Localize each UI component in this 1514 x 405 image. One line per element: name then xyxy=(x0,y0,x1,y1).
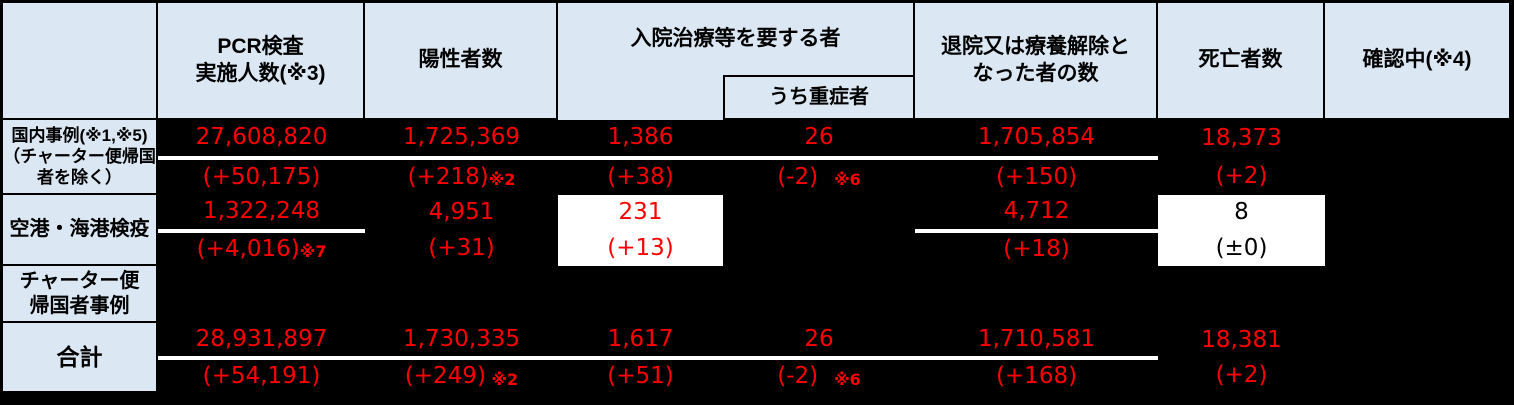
row-label-domestic: 国内事例(※1,※5) （チャーター便帰国 者を除く） xyxy=(3,120,158,195)
value xyxy=(723,266,915,295)
delta: (+18) xyxy=(1003,235,1070,262)
delta: (+51) xyxy=(607,363,674,389)
footnote-mark: ※6 xyxy=(818,369,861,389)
value: 27,608,820 xyxy=(158,120,365,160)
cell-charter-pcr xyxy=(158,266,365,323)
cell-quarantine-positives: 4,951 (+31) xyxy=(365,195,558,266)
cell-quarantine-discharged: 4,712 (+18) xyxy=(915,195,1158,266)
value xyxy=(915,266,1158,295)
value: 1,710,581 xyxy=(915,323,1158,360)
value xyxy=(1325,323,1511,358)
cell-charter-positives xyxy=(365,266,558,323)
delta: (+218) xyxy=(407,163,489,190)
cell-total-confirming xyxy=(1325,323,1511,393)
delta: (+50,175) xyxy=(202,163,321,190)
value: 26 xyxy=(723,323,915,360)
cell-charter-hospitalized xyxy=(558,266,723,323)
delta: (+31) xyxy=(428,234,495,261)
value: 26 xyxy=(723,120,915,160)
value: 1,725,369 xyxy=(365,120,558,160)
cell-charter-deaths xyxy=(1158,266,1325,323)
cell-domestic-positives: 1,725,369 (+218) ※2 xyxy=(365,120,558,195)
delta: (+150) xyxy=(995,163,1078,190)
delta: (+38) xyxy=(607,163,674,190)
value: 18,373 xyxy=(1201,125,1282,152)
delta: (+4,016) xyxy=(196,235,300,262)
value: 8 xyxy=(1234,199,1249,226)
value xyxy=(1325,195,1511,231)
delta: (+13) xyxy=(607,234,674,261)
cell-charter-confirming xyxy=(1325,266,1511,323)
delta: (-2) xyxy=(777,363,819,389)
cell-domestic-deaths: 18,373 (+2) xyxy=(1158,120,1325,195)
value: 1,617 xyxy=(558,323,723,360)
value xyxy=(1325,120,1511,158)
cell-domestic-severe: 26 (-2) ※6 xyxy=(723,120,915,195)
header-confirming: 確認中(※4) xyxy=(1325,3,1511,120)
value: 18,381 xyxy=(1201,327,1282,353)
cell-quarantine-hospitalized-highlighted: 231 (+13) xyxy=(558,195,723,266)
delta: (+249) xyxy=(404,363,486,389)
value: 1,730,335 xyxy=(365,323,558,360)
value xyxy=(723,195,915,231)
row-label-quarantine: 空港・海港検疫 xyxy=(3,195,158,266)
delta: (±0) xyxy=(1215,234,1268,261)
cell-total-deaths: 18,381 (+2) xyxy=(1158,323,1325,393)
value xyxy=(1158,266,1325,295)
cell-total-positives: 1,730,335 (+249) ※2 xyxy=(365,323,558,393)
value xyxy=(158,266,365,295)
cell-quarantine-confirming xyxy=(1325,195,1511,266)
header-hospitalized: 入院治療等を要する者 xyxy=(558,3,915,75)
cell-quarantine-severe xyxy=(723,195,915,266)
delta: (+2) xyxy=(1215,362,1268,388)
value xyxy=(365,266,558,295)
header-severe: うち重症者 xyxy=(723,75,915,120)
value: 1,705,854 xyxy=(915,120,1158,160)
delta: (+168) xyxy=(995,363,1078,389)
cell-total-pcr: 28,931,897 (+54,191) xyxy=(158,323,365,393)
value: 1,386 xyxy=(558,120,723,160)
footnote-mark: ※2 xyxy=(485,369,519,389)
cell-charter-discharged xyxy=(915,266,1158,323)
value: 4,951 xyxy=(428,199,495,226)
delta: (-2) xyxy=(777,163,819,190)
value xyxy=(1325,266,1511,295)
value: 28,931,897 xyxy=(158,323,365,360)
cell-domestic-hospitalized: 1,386 (+38) xyxy=(558,120,723,195)
header-hospitalized-spacer xyxy=(558,75,723,120)
cell-charter-severe xyxy=(723,266,915,323)
cell-domestic-pcr: 27,608,820 (+50,175) xyxy=(158,120,365,195)
cell-total-severe: 26 (-2) ※6 xyxy=(723,323,915,393)
row-label-charter: チャーター便 帰国者事例 xyxy=(3,266,158,323)
header-pcr-tests: PCR検査 実施人数(※3) xyxy=(158,3,365,120)
corner-cell xyxy=(3,3,158,120)
delta: (+2) xyxy=(1215,162,1268,189)
value: 4,712 xyxy=(915,195,1158,233)
value: 231 xyxy=(618,199,663,226)
footnote-mark: ※6 xyxy=(818,170,861,190)
cell-total-hospitalized: 1,617 (+51) xyxy=(558,323,723,393)
cell-quarantine-pcr: 1,322,248 (+4,016) ※7 xyxy=(158,195,365,266)
header-positives: 陽性者数 xyxy=(365,3,558,120)
delta: (+54,191) xyxy=(202,363,321,389)
footnote-mark: ※7 xyxy=(299,242,327,262)
cell-domestic-discharged: 1,705,854 (+150) xyxy=(915,120,1158,195)
value: 1,322,248 xyxy=(158,195,365,233)
cell-quarantine-deaths-highlighted: 8 (±0) xyxy=(1158,195,1325,266)
row-label-total: 合計 xyxy=(3,323,158,393)
footnote-mark: ※2 xyxy=(488,170,516,190)
cell-total-discharged: 1,710,581 (+168) xyxy=(915,323,1158,393)
cell-domestic-confirming xyxy=(1325,120,1511,195)
value xyxy=(558,266,723,295)
header-deaths: 死亡者数 xyxy=(1158,3,1325,120)
header-discharged: 退院又は療養解除と なった者の数 xyxy=(915,3,1158,120)
